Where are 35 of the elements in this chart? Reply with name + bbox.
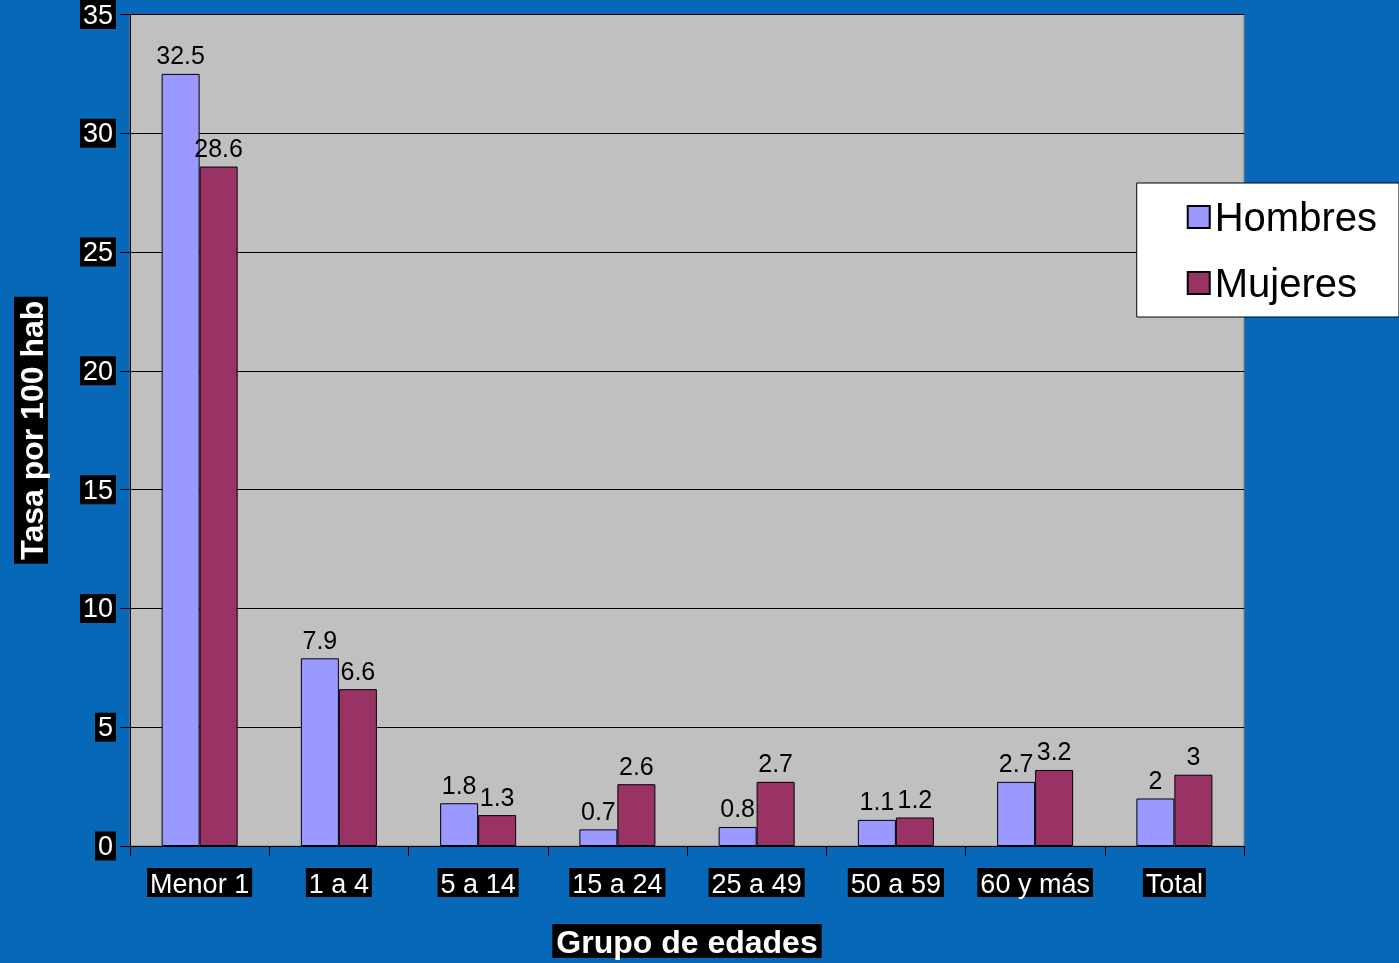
x-axis-title: Grupo de edades: [556, 924, 818, 960]
x-tick-label: Menor 1: [150, 868, 250, 899]
legend-label: Mujeres: [1214, 261, 1357, 305]
data-label: 2: [1148, 765, 1163, 794]
data-label: 2.7: [758, 749, 794, 778]
y-axis-title: Tasa por 100 hab: [14, 300, 50, 560]
y-tick-label: 10: [82, 593, 113, 624]
data-label: 3.2: [1036, 737, 1072, 766]
x-tick-label: 25 a 49: [711, 868, 802, 899]
data-label: 0.8: [720, 794, 756, 823]
data-label: 0.7: [580, 796, 616, 825]
y-tick-label: 0: [97, 831, 113, 861]
x-tick-label: 15 a 24: [572, 868, 663, 899]
x-tick-label: 50 a 59: [850, 868, 941, 899]
data-label: 3: [1186, 742, 1201, 771]
legend-label: Hombres: [1214, 195, 1377, 239]
x-tick-label: 1 a 4: [308, 868, 369, 899]
x-tick-label: 5 a 14: [440, 868, 516, 899]
data-label: 6.6: [340, 656, 376, 685]
data-label: 2.7: [998, 749, 1034, 778]
data-label: 1.1: [859, 787, 895, 816]
y-tick-label: 5: [97, 712, 113, 743]
data-label: 1.8: [441, 770, 477, 799]
data-label: 1.2: [897, 784, 933, 813]
y-tick-label: 25: [82, 237, 113, 268]
x-tick-label: 60 y más: [980, 868, 1090, 899]
data-label: 32.5: [156, 41, 205, 70]
x-tick-label: Total: [1145, 868, 1203, 899]
y-tick-label: 35: [82, 0, 113, 30]
y-tick-label: 20: [82, 355, 113, 386]
data-label: 7.9: [302, 625, 338, 654]
data-label: 2.6: [618, 751, 654, 780]
y-tick-label: 30: [82, 118, 113, 149]
y-tick-label: 15: [82, 474, 113, 505]
data-label: 1.3: [479, 782, 515, 811]
